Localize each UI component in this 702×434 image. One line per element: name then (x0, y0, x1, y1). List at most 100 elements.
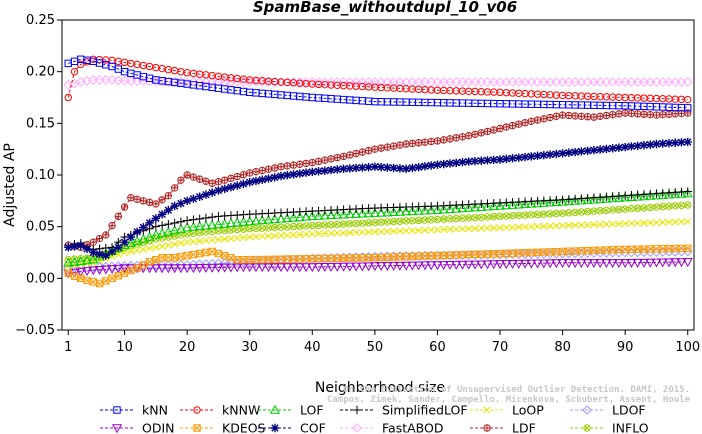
series-point (377, 228, 385, 236)
series-point (357, 262, 368, 272)
series-point (70, 67, 79, 76)
series-point (652, 245, 661, 253)
series-point (476, 260, 487, 270)
series-point (588, 259, 599, 269)
series-point (214, 236, 222, 244)
series-point (458, 157, 467, 167)
series-point (583, 146, 592, 156)
series-point (396, 141, 404, 149)
series-kdeos (64, 244, 692, 288)
series-line (68, 221, 688, 267)
series-point (439, 159, 448, 169)
series-point (357, 208, 368, 218)
series-point (144, 231, 155, 241)
series-point (314, 167, 323, 176)
series-point (646, 111, 654, 119)
series-point (438, 204, 449, 214)
series-point (370, 162, 380, 171)
series-point (301, 168, 311, 177)
series-point (414, 139, 423, 147)
series-point (64, 243, 73, 252)
series-point (251, 176, 261, 186)
series-point (515, 223, 523, 231)
series-point (170, 218, 179, 228)
series-point (113, 75, 124, 86)
series-point (627, 109, 636, 118)
series-point (408, 227, 416, 235)
series-point (157, 264, 168, 274)
series-point (421, 226, 429, 234)
series-point (139, 245, 147, 253)
x-tick-label: 10 (116, 340, 133, 355)
series-point (545, 259, 556, 269)
legend: kNN kNNW LOF SimplifiedLOF LoOP LDOF ODIN KDEOS… (100, 403, 649, 434)
series-point (532, 198, 543, 208)
series-point (244, 263, 255, 273)
series-point (369, 262, 380, 272)
series-point (582, 259, 593, 269)
series-point (64, 93, 72, 102)
series-point (545, 197, 556, 207)
series-point (521, 223, 529, 231)
series-point (396, 227, 404, 235)
series-point (145, 198, 154, 207)
series-point (138, 233, 149, 243)
series-point (494, 260, 506, 270)
series-point (127, 194, 135, 202)
series-point (552, 209, 561, 218)
series-point (114, 243, 123, 252)
series-point (201, 213, 211, 223)
series-point (64, 59, 72, 68)
series-point (170, 184, 179, 192)
series-point (614, 143, 624, 152)
series-point (333, 229, 341, 237)
series-point (164, 253, 173, 262)
series-point (446, 225, 454, 233)
series-point (452, 158, 461, 168)
series-point (183, 251, 191, 260)
series-point (639, 141, 649, 150)
series-point (177, 252, 185, 261)
series-point (245, 178, 254, 187)
series-point (389, 142, 398, 150)
x-tick-label: 70 (492, 340, 509, 355)
series-point (607, 259, 618, 269)
series-point (258, 175, 267, 184)
series-point (402, 140, 410, 148)
series-point (565, 221, 573, 229)
series-point (132, 227, 142, 237)
series-point (295, 169, 304, 178)
legend-label: LOF (300, 403, 324, 418)
series-point (151, 214, 161, 223)
series-point (176, 217, 186, 226)
series-point (202, 177, 210, 185)
series-point (571, 112, 579, 120)
series-point (520, 152, 530, 162)
x-tick-label: 90 (617, 340, 634, 355)
series-point (358, 148, 367, 156)
series-point (95, 249, 104, 259)
series-point (175, 223, 186, 233)
series-point (70, 272, 79, 280)
series-point (288, 263, 299, 273)
series-point (127, 247, 135, 256)
series-point (150, 264, 161, 274)
legend-label: kNNW (222, 403, 260, 418)
series-point (388, 207, 399, 217)
series-point (389, 163, 398, 173)
series-point (171, 240, 179, 248)
series-line (68, 261, 688, 274)
series-point (659, 218, 667, 226)
series-point (83, 276, 91, 285)
series-point (352, 149, 360, 158)
series-point (465, 132, 473, 140)
series-point (584, 221, 592, 229)
series-point (570, 259, 581, 269)
series-point (545, 150, 555, 159)
series-point (532, 259, 543, 269)
series-point (508, 223, 517, 231)
series-point (146, 244, 154, 252)
series-point (469, 260, 481, 270)
series-point (308, 158, 316, 167)
series-point (233, 181, 242, 190)
